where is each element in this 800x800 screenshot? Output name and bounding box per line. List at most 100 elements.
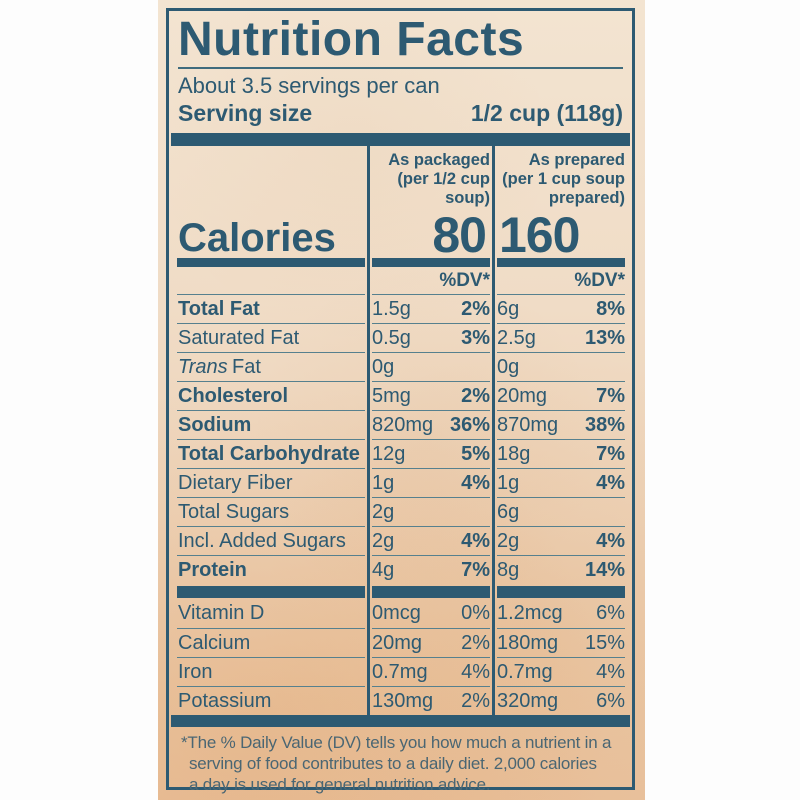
amount-prepared: 320mg xyxy=(497,689,559,712)
column-header-spacer xyxy=(177,146,365,207)
dv-packaged: 3% xyxy=(461,326,490,349)
amount-prepared: 0.7mg xyxy=(497,660,553,683)
nutrient-name: Total Fat xyxy=(178,297,260,320)
column-divider-2 xyxy=(492,146,495,716)
dv-prepared: 38% xyxy=(584,413,625,436)
packaged-header-name: As packaged xyxy=(388,151,490,170)
dv-header-spacer xyxy=(177,267,365,294)
nutrient-row-total-carbohydrate: Total Carbohydrate 12g 5% 18g 7% xyxy=(177,439,625,468)
dv-prepared: 4% xyxy=(596,471,625,494)
nutrient-name: Cholesterol xyxy=(178,384,289,407)
amount-prepared: 18g xyxy=(497,442,531,465)
amount-packaged: 1g xyxy=(372,471,395,494)
column-header-prepared: As prepared (per 1 cup soup prepared) xyxy=(497,146,625,207)
thick-separator-mid-row xyxy=(177,584,625,599)
calories-packaged-cell: 80 xyxy=(372,207,490,268)
thick-separator-mid-packaged xyxy=(372,585,490,598)
prepared-header-detail: (per 1 cup soup prepared) xyxy=(502,169,625,207)
vitamin-row-potassium: Potassium 130mg 2% 320mg 6% xyxy=(177,686,625,715)
dv-header-prepared: %DV* xyxy=(574,269,625,291)
dv-packaged: 5% xyxy=(461,442,490,465)
vitamin-row-vitamin-d: Vitamin D 0mcg 0% 1.2mcg 6% xyxy=(177,599,625,628)
amount-packaged: 820mg xyxy=(372,413,434,436)
amount-prepared: 870mg xyxy=(497,413,559,436)
dv-packaged: 4% xyxy=(461,660,490,683)
label-header: Nutrition Facts About 3.5 servings per c… xyxy=(169,11,632,133)
dv-packaged: 4% xyxy=(461,529,490,552)
column-header-packaged: As packaged (per 1/2 cup soup) xyxy=(372,146,490,207)
amount-prepared: 180mg xyxy=(497,631,559,654)
amount-prepared: 20mg xyxy=(497,384,548,407)
nutrient-row-added-sugars: Incl. Added Sugars 2g 4% 2g 4% xyxy=(177,526,625,555)
nutrient-name: Iron xyxy=(178,660,213,683)
nutrient-name-italic: Trans xyxy=(178,355,228,378)
amount-prepared: 2.5g xyxy=(497,326,536,349)
amount-prepared: 1g xyxy=(497,471,520,494)
nutrition-table: As packaged (per 1/2 cup soup) As prepar… xyxy=(169,146,632,716)
nutrient-name: Incl. Added Sugars xyxy=(178,529,346,552)
dv-packaged: 2% xyxy=(461,631,490,654)
nutrient-row-dietary-fiber: Dietary Fiber 1g 4% 1g 4% xyxy=(177,468,625,497)
thick-separator-mid-name xyxy=(177,585,365,598)
nutrient-row-total-fat: Total Fat 1.5g 2% 6g 8% xyxy=(177,294,625,323)
serving-size-value: 1/2 cup (118g) xyxy=(470,100,623,127)
thick-separator-bottom xyxy=(171,715,630,728)
column-header-row: As packaged (per 1/2 cup soup) As prepar… xyxy=(177,146,625,207)
calories-packaged-value: 80 xyxy=(432,207,487,264)
nutrient-row-protein: Protein 4g 7% 8g 14% xyxy=(177,555,625,584)
nutrient-row-saturated-fat: Saturated Fat 0.5g 3% 2.5g 13% xyxy=(177,323,625,352)
nutrient-name: Calcium xyxy=(178,631,251,654)
nutrient-name: Dietary Fiber xyxy=(178,471,293,494)
amount-packaged: 130mg xyxy=(372,689,434,712)
dv-prepared: 4% xyxy=(596,529,625,552)
dv-prepared: 6% xyxy=(596,602,625,625)
dv-packaged: 0% xyxy=(461,602,490,625)
dv-packaged: 7% xyxy=(461,558,490,581)
amount-prepared: 8g xyxy=(497,558,520,581)
nutrient-name: Vitamin D xyxy=(178,602,265,625)
nutrient-name: Fat xyxy=(232,355,261,378)
dv-packaged: 4% xyxy=(461,471,490,494)
servings-per-can: About 3.5 servings per can xyxy=(178,72,440,98)
dv-header-packaged: %DV* xyxy=(439,269,490,291)
nutrient-row-sodium: Sodium 820mg 36% 870mg 38% xyxy=(177,410,625,439)
nutrient-name: Sodium xyxy=(178,413,252,436)
nutrient-name: Saturated Fat xyxy=(178,326,300,349)
dv-prepared: 7% xyxy=(596,442,625,465)
dv-prepared: 6% xyxy=(596,689,625,712)
amount-packaged: 2g xyxy=(372,500,395,523)
vitamin-row-calcium: Calcium 20mg 2% 180mg 15% xyxy=(177,628,625,657)
prepared-header-name: As prepared xyxy=(528,151,625,170)
amount-prepared: 6g xyxy=(497,297,520,320)
amount-packaged: 0g xyxy=(372,355,395,378)
nutrient-row-trans-fat: Trans Fat 0g 0g xyxy=(177,352,625,381)
daily-value-header-row: %DV* %DV* xyxy=(177,267,625,294)
nutrient-row-total-sugars: Total Sugars 2g 6g xyxy=(177,497,625,526)
dv-packaged: 2% xyxy=(461,689,490,712)
amount-packaged: 0.7mg xyxy=(372,660,428,683)
label-border: Nutrition Facts About 3.5 servings per c… xyxy=(166,8,635,794)
nutrient-name: Potassium xyxy=(178,689,272,712)
nutrient-name: Total Carbohydrate xyxy=(178,442,360,465)
calories-row: Calories 80 160 xyxy=(177,207,625,268)
thick-separator-top xyxy=(171,133,630,147)
vitamin-row-iron: Iron 0.7mg 4% 0.7mg 4% xyxy=(177,657,625,686)
nutrient-name: Total Sugars xyxy=(178,500,290,523)
amount-packaged: 20mg xyxy=(372,631,423,654)
dv-packaged: 2% xyxy=(461,384,490,407)
thick-separator-mid-prepared xyxy=(497,585,625,598)
amount-packaged: 5mg xyxy=(372,384,411,407)
amount-prepared: 1.2mcg xyxy=(497,602,563,625)
dv-prepared: 7% xyxy=(596,384,625,407)
amount-packaged: 4g xyxy=(372,558,395,581)
nutrient-name: Protein xyxy=(178,558,247,581)
nutrition-facts-label: Nutrition Facts About 3.5 servings per c… xyxy=(158,0,645,800)
dv-prepared: 13% xyxy=(584,326,625,349)
footnote-line-2: serving of food contributes to a daily d… xyxy=(189,754,597,774)
column-divider-1 xyxy=(367,146,370,716)
dv-prepared: 15% xyxy=(584,631,625,654)
amount-packaged: 2g xyxy=(372,529,395,552)
dv-prepared: 8% xyxy=(596,297,625,320)
packaged-header-detail: (per 1/2 cup soup) xyxy=(397,169,490,207)
calories-prepared-value: 160 xyxy=(499,207,580,264)
